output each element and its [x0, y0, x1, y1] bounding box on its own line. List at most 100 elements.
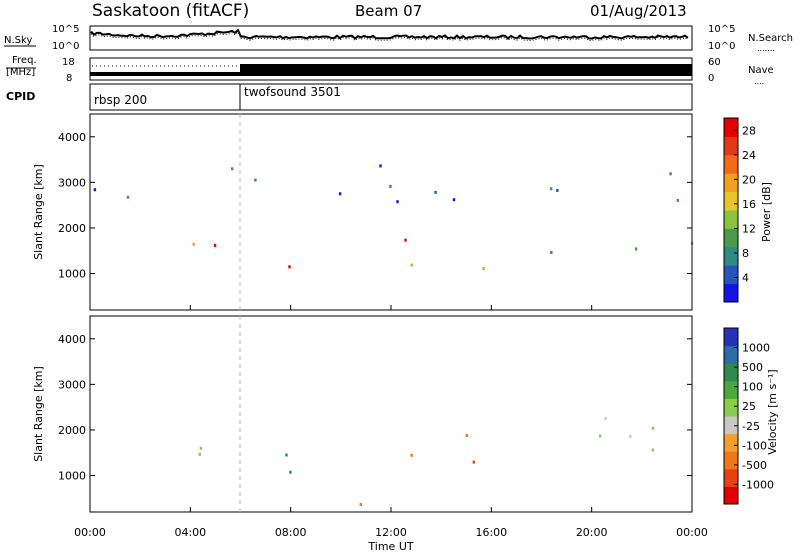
data-cell — [359, 503, 362, 506]
colorbar-swatch — [724, 486, 738, 505]
velocity-colorbar-label: Velocity [m s⁻¹] — [766, 369, 779, 454]
data-cell — [389, 184, 392, 188]
data-cell — [126, 195, 130, 199]
data-cell — [472, 460, 475, 464]
data-cell — [93, 188, 97, 192]
freq-panel: Freq. [MHz] 18 8 60 0 Nave .... — [6, 55, 774, 86]
data-cell — [434, 190, 437, 194]
freq-right-tick-top: 60 — [708, 57, 721, 68]
colorbar-swatch — [724, 345, 738, 364]
colorbar-tick-label: 500 — [742, 361, 763, 374]
colorbar-swatch — [724, 228, 738, 248]
nave-legend: .... — [754, 77, 764, 86]
colorbar-swatch — [724, 468, 738, 487]
colorbar-tick-label: 100 — [742, 381, 763, 394]
colorbar-tick-label: 16 — [742, 198, 756, 211]
power-colorbar: 4 8 12 16 20 24 28 — [723, 117, 756, 303]
y-tick-label: 1000 — [58, 268, 86, 281]
y-tick-label: 2000 — [58, 424, 86, 437]
colorbar-tick-label: 12 — [742, 222, 756, 235]
data-cell — [482, 267, 485, 271]
x-tick-label: 08:00 — [275, 526, 307, 539]
colorbar-swatch — [724, 136, 738, 156]
colorbar-swatch — [724, 154, 738, 174]
colorbar-tick-label: 25 — [742, 400, 756, 413]
colorbar-swatch — [724, 246, 738, 266]
data-cell — [465, 434, 469, 437]
data-cell — [556, 188, 559, 192]
freq-label-line1: Freq. — [12, 55, 37, 66]
freq-left-tick-bottom: 8 — [66, 73, 72, 84]
velocity-plot-frame — [89, 315, 693, 513]
y-tick-label: 4000 — [58, 131, 86, 144]
data-cell — [213, 243, 217, 247]
colorbar-frame — [723, 117, 739, 303]
velocity-ylabel: Slant Range [km] — [32, 366, 45, 462]
colorbar-tick-label: 4 — [742, 271, 749, 284]
power-panel: Slant Range [km] 1000 2000 3000 4000 4 8 12 16… — [32, 113, 773, 311]
data-cell — [192, 242, 195, 246]
data-cell — [410, 453, 413, 457]
colorbar-swatch — [724, 283, 738, 303]
y-tick-label: 3000 — [58, 176, 86, 189]
velocity-panel: Slant Range [km] 1000 2000 3000 4000 1000 50… — [32, 305, 779, 553]
freq-trace-twofsound — [240, 64, 692, 76]
noise-panel-frame — [89, 25, 693, 51]
velocity-data-cells — [198, 416, 655, 506]
y-tick-label: 4000 — [58, 333, 86, 346]
colorbar-swatch — [724, 398, 738, 417]
colorbar-swatch — [724, 433, 738, 452]
noise-right-tick-top: 10^5 — [708, 24, 735, 35]
y-tick-label: 2000 — [58, 222, 86, 235]
data-cell — [452, 198, 456, 202]
noise-right-legend: ....... — [757, 44, 775, 53]
data-cell — [634, 247, 638, 251]
cpid-panel-frame — [89, 83, 693, 111]
y-tick-label: 3000 — [58, 378, 86, 391]
noise-left-label: N.Sky — [4, 35, 32, 46]
colorbar-swatch — [724, 363, 738, 382]
time-x-ticks: 00:00 04:00 08:00 12:00 16:00 20:00 00:00 — [74, 305, 708, 539]
power-data-cells — [93, 164, 694, 271]
data-cell — [651, 448, 654, 452]
x-tick-label: 00:00 — [74, 526, 106, 539]
power-plot-frame — [89, 113, 693, 311]
data-cell — [651, 426, 655, 430]
data-cell — [338, 192, 342, 196]
data-cell — [669, 172, 672, 176]
data-cell — [629, 434, 632, 438]
colorbar-tick-label: -25 — [742, 420, 760, 433]
colorbar-tick-label: 8 — [742, 247, 749, 260]
data-cell — [410, 263, 413, 267]
data-cell — [198, 452, 201, 456]
noise-left-tick-top: 10^5 — [52, 24, 79, 35]
x-tick-label: 04:00 — [174, 526, 206, 539]
data-cell — [254, 178, 257, 182]
freq-left-tick-top: 18 — [62, 57, 75, 68]
data-cell — [549, 187, 553, 191]
power-colorbar-label: Power [dB] — [760, 182, 773, 242]
data-cell — [550, 251, 553, 254]
nave-label: Nave — [748, 65, 774, 76]
colorbar-swatch — [724, 191, 738, 211]
power-ylabel: Slant Range [km] — [32, 164, 45, 260]
data-cell — [676, 198, 679, 202]
data-cell — [285, 453, 288, 457]
colorbar-swatch — [724, 118, 738, 137]
colorbar-swatch — [724, 328, 738, 347]
data-cell — [396, 200, 399, 204]
y-tick-label: 1000 — [58, 470, 86, 483]
colorbar-tick-label: 20 — [742, 173, 756, 186]
data-cell — [379, 164, 382, 168]
colorbar-tick-label: -100 — [742, 439, 767, 452]
velocity-y-ticks: 1000 2000 3000 4000 — [58, 333, 692, 483]
noise-left-tick-bottom: 10^0 — [52, 41, 79, 52]
beam-label: Beam 07 — [355, 2, 422, 20]
noise-panel: N.Sky 10^5 10^0 10^5 10^0 N.Search .....… — [4, 24, 793, 53]
data-cell — [604, 416, 607, 420]
colorbar-tick-label: 24 — [742, 149, 756, 162]
noise-right-tick-bottom: 10^0 — [708, 41, 735, 52]
data-cell — [199, 446, 203, 450]
colorbar-tick-label: 28 — [742, 124, 756, 137]
